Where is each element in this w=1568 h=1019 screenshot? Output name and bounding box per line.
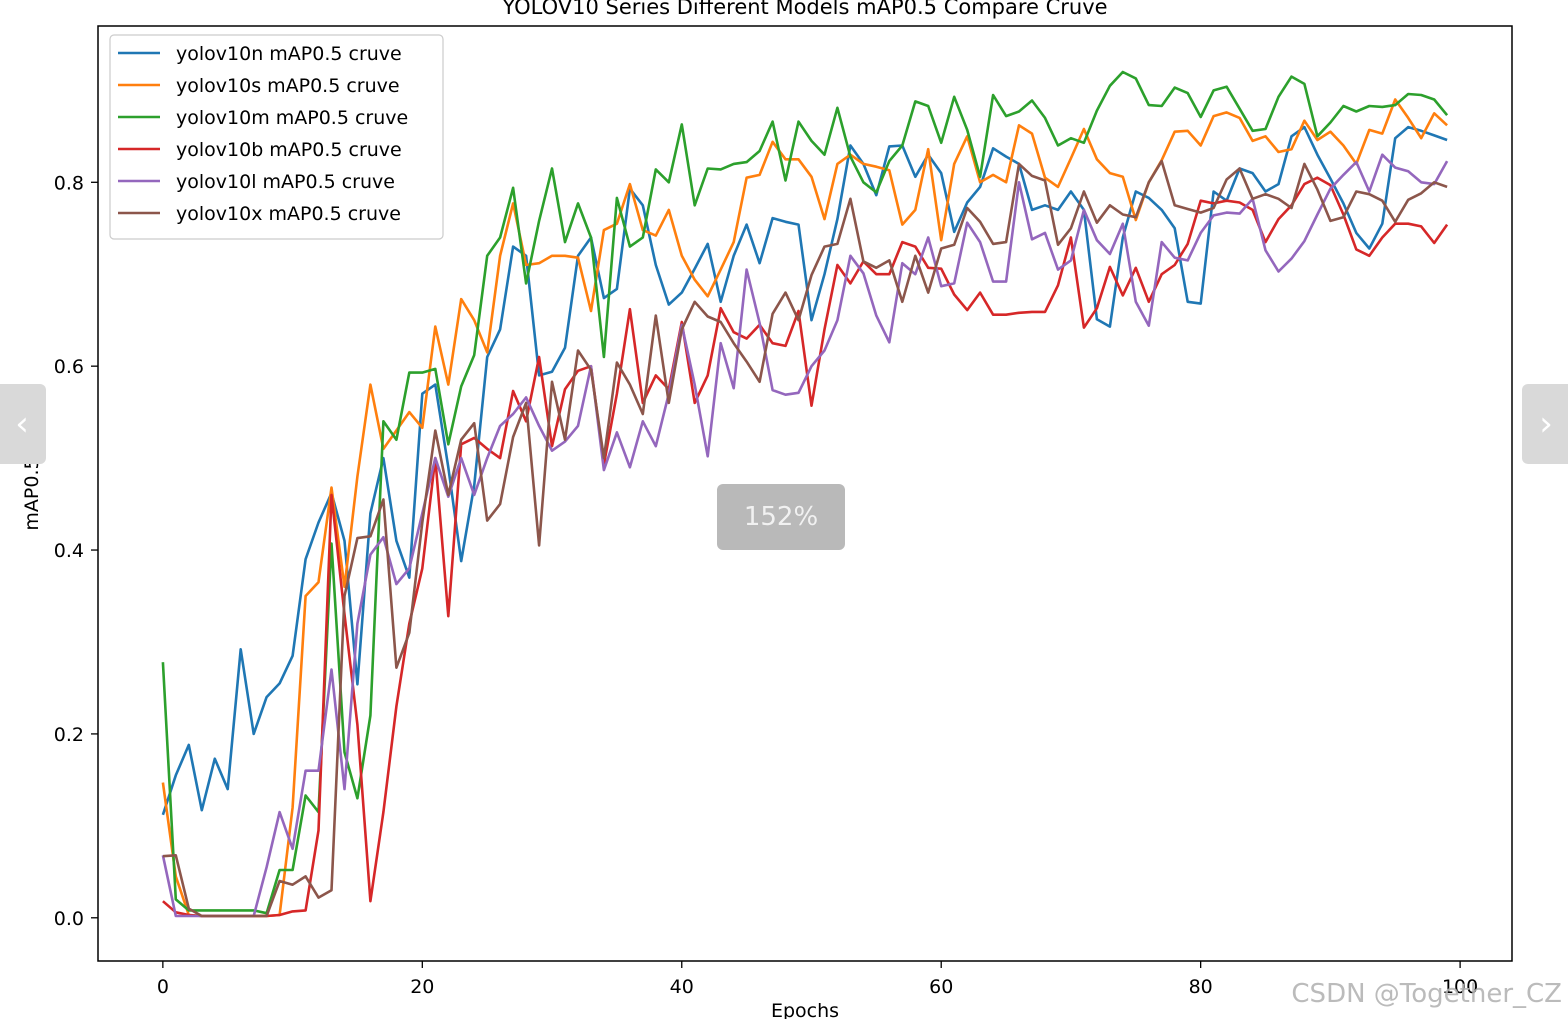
- series-line-1: [161, 98, 1448, 918]
- watermark: CSDN @Together_CZ: [1291, 979, 1562, 1009]
- prev-image-button[interactable]: ‹: [0, 384, 46, 464]
- zoom-indicator: 152%: [717, 484, 845, 550]
- y-tick-label: 0.6: [54, 356, 84, 378]
- x-tick-label: 60: [929, 976, 953, 998]
- x-tick-label: 40: [670, 976, 694, 998]
- series-line-0: [161, 125, 1448, 816]
- y-tick-label: 0.0: [54, 908, 84, 930]
- series-line-5: [162, 159, 1448, 918]
- legend-entry-4: yolov10l mAP0.5 cruve: [176, 171, 395, 193]
- chart-title: YOLOV10 Series Different Models mAP0.5 C…: [501, 0, 1107, 19]
- legend-entry-0: yolov10n mAP0.5 cruve: [176, 43, 402, 65]
- series-layer: [161, 70, 1449, 918]
- x-axis: 0 20 40 60 80 100: [157, 961, 1478, 998]
- series-line-3: [162, 176, 1449, 918]
- chevron-left-icon: ‹: [15, 404, 29, 444]
- legend-box: [109, 34, 444, 240]
- series-line-4: [161, 153, 1449, 918]
- y-axis-label: mAP0.5: [21, 457, 43, 530]
- x-tick-label: 100: [1442, 976, 1478, 998]
- legend-entry-5: yolov10x mAP0.5 cruve: [176, 203, 401, 225]
- plot-frame: [97, 25, 1513, 962]
- x-axis-label: Epochs: [771, 1000, 839, 1019]
- x-tick-label: 20: [410, 976, 434, 998]
- chevron-right-icon: ›: [1539, 404, 1553, 444]
- legend-entry-2: yolov10m mAP0.5 cruve: [176, 107, 408, 129]
- next-image-button[interactable]: ›: [1522, 384, 1568, 464]
- x-tick-label: 80: [1189, 976, 1213, 998]
- legend-entry-3: yolov10b mAP0.5 cruve: [176, 139, 402, 161]
- y-tick-label: 0.4: [54, 540, 84, 562]
- y-axis: 0.0 0.2 0.4 0.6 0.8: [54, 172, 98, 930]
- y-tick-label: 0.8: [54, 172, 84, 194]
- series-line-2: [161, 70, 1449, 915]
- legend: yolov10n mAP0.5 cruve yolov10s mAP0.5 cru…: [109, 34, 444, 240]
- x-tick-label: 0: [157, 976, 169, 998]
- y-tick-label: 0.2: [54, 724, 84, 746]
- legend-entry-1: yolov10s mAP0.5 cruve: [176, 75, 400, 97]
